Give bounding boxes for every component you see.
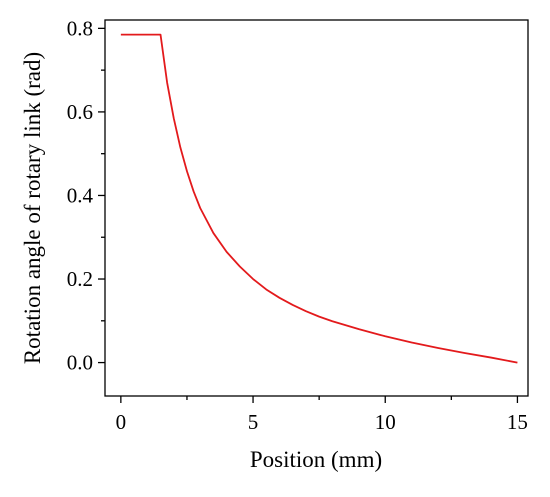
y-axis-label: Rotation angle of rotary link (rad): [20, 52, 45, 364]
y-tick-label: 0.4: [67, 183, 94, 207]
series-layer: [120, 33, 518, 364]
x-tick-label: 15: [507, 410, 528, 434]
x-tick-label: 5: [248, 410, 259, 434]
y-axis-ticks: 0.0 0.2 0.4 0.6 0.8: [67, 16, 105, 375]
x-tick-label: 0: [116, 410, 127, 434]
plot-frame: [104, 19, 529, 397]
x-tick-label: 10: [375, 410, 396, 434]
y-tick-label: 0.0: [67, 351, 93, 375]
x-axis-ticks: 0 5 10 15: [116, 396, 528, 434]
y-tick-label: 0.8: [67, 16, 93, 40]
y-tick-label: 0.6: [67, 100, 93, 124]
x-axis-label: Position (mm): [250, 447, 382, 472]
series-line: [120, 33, 518, 364]
y-tick-label: 0.2: [67, 267, 93, 291]
